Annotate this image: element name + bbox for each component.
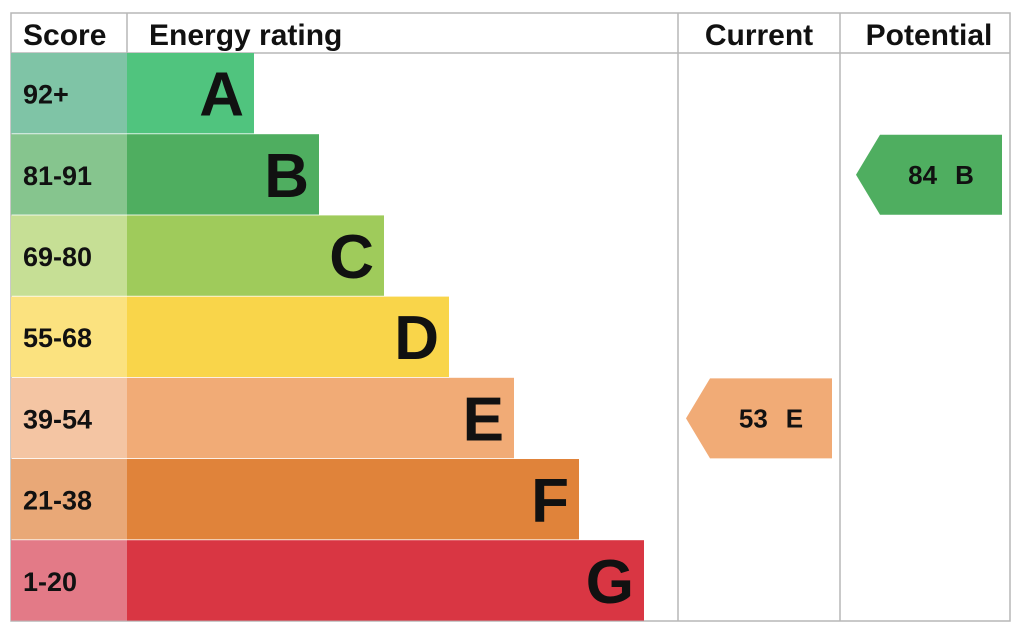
rating-bar-c — [127, 215, 384, 296]
score-cell-e — [11, 377, 127, 459]
score-cell-b — [11, 134, 127, 215]
current-rating-band: E — [786, 403, 803, 433]
score-range-a: 92+ — [23, 80, 69, 110]
current-header: Current — [705, 19, 813, 52]
potential-header: Potential — [866, 19, 993, 52]
rating-bars: 92+ A 81-91 B 69-80 C 55-68 D 39-54 E 21-38 F 1-20 G — [11, 53, 644, 621]
rating-bar-e — [127, 377, 514, 459]
potential-rating-score: 84 — [908, 160, 937, 190]
potential-rating-arrow — [856, 134, 1002, 215]
potential-rating-label: 84 B — [908, 160, 974, 190]
current-rating-score: 53 — [739, 403, 768, 433]
rating-bar-d — [127, 296, 449, 377]
score-range-d: 55-68 — [23, 323, 92, 353]
score-range-f: 21-38 — [23, 486, 92, 516]
score-header: Score — [23, 19, 106, 52]
rating-bar-f — [127, 459, 579, 540]
score-cell-a — [11, 53, 127, 134]
rating-markers: 53 E 84 B — [686, 134, 1002, 459]
energy-rating-header: Energy rating — [149, 19, 342, 52]
score-range-e: 39-54 — [23, 404, 92, 434]
score-range-c: 69-80 — [23, 242, 92, 272]
rating-bar-b — [127, 134, 319, 215]
score-cell-c — [11, 215, 127, 296]
potential-rating-band: B — [955, 160, 974, 190]
rating-letter-f: F — [531, 467, 569, 536]
rating-letter-c: C — [329, 223, 374, 292]
score-range-b: 81-91 — [23, 161, 92, 191]
rating-letter-d: D — [394, 304, 439, 373]
score-cell-f — [11, 459, 127, 540]
current-rating-arrow — [686, 378, 832, 459]
score-cell-g — [11, 540, 127, 621]
rating-letter-g: G — [586, 548, 634, 617]
rating-letter-e: E — [463, 385, 504, 454]
table-headers: Score Energy rating Current Potential — [23, 19, 992, 52]
score-range-g: 1-20 — [23, 567, 77, 597]
rating-bar-a — [127, 53, 254, 134]
current-rating-label: 53 E — [739, 403, 803, 433]
score-cell-d — [11, 296, 127, 377]
rating-letter-b: B — [264, 142, 309, 211]
rating-letter-a: A — [199, 61, 244, 130]
rating-bar-g — [127, 540, 644, 621]
